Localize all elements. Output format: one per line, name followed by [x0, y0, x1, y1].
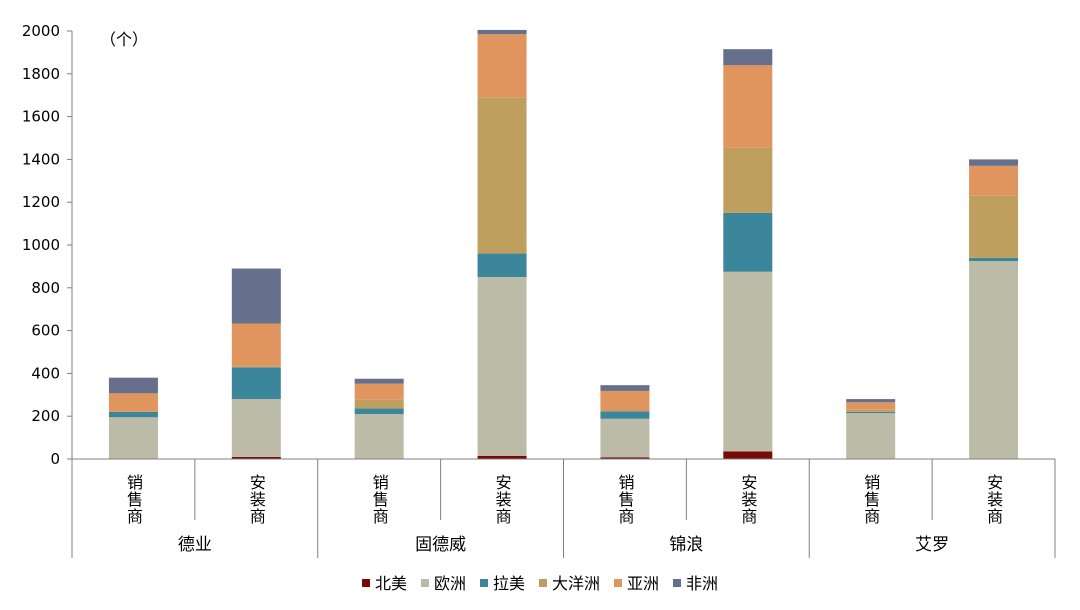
legend-label: 大洋洲 — [552, 574, 600, 593]
bar-segment — [477, 455, 527, 459]
legend-swatch — [480, 579, 488, 587]
stacked-bar — [600, 385, 650, 459]
legend-item: 亚洲 — [614, 574, 659, 593]
bars — [108, 29, 1019, 459]
x-category-label: 安装商 — [247, 474, 266, 525]
stacked-bar — [723, 49, 773, 459]
stacked-bar — [969, 159, 1019, 459]
bar-segment — [231, 456, 281, 459]
legend-label: 拉美 — [493, 574, 525, 593]
bar-segment — [846, 402, 896, 410]
bar-segment — [969, 165, 1019, 196]
y-tick-label: 2000 — [22, 22, 60, 40]
bar-segment — [354, 408, 404, 415]
x-category-label: 安装商 — [984, 474, 1003, 525]
bar-segment — [846, 399, 896, 403]
legend-item: 拉美 — [480, 574, 525, 593]
legend-label: 非洲 — [686, 574, 718, 593]
bar-segment — [231, 399, 281, 457]
stacked-bar — [846, 399, 896, 459]
y-tick-label: 1200 — [22, 193, 60, 211]
stacked-bar — [477, 29, 527, 459]
y-tick-label: 1800 — [22, 65, 60, 83]
bar-segment — [723, 65, 773, 148]
x-category-label: 安装商 — [493, 474, 512, 525]
bar-segment — [723, 271, 773, 452]
legend-swatch — [362, 579, 370, 587]
x-category-label: 销售商 — [370, 474, 389, 525]
x-group-label: 艾罗 — [915, 535, 949, 555]
y-tick-label: 600 — [31, 322, 60, 340]
bar-segment — [108, 417, 158, 459]
bar-segment — [723, 147, 773, 213]
legend-label: 北美 — [375, 574, 407, 593]
bar-segment — [600, 418, 650, 458]
bar-segment — [477, 253, 527, 278]
bar-segment — [108, 393, 158, 412]
bar-segment — [108, 411, 158, 418]
bar-segment — [354, 378, 404, 384]
bar-segment — [600, 385, 650, 391]
bar-segment — [600, 457, 650, 459]
legend-label: 亚洲 — [627, 574, 659, 593]
bar-segment — [846, 411, 896, 413]
x-group-label: 德业 — [178, 535, 212, 555]
bar-segment — [846, 409, 896, 412]
bar-segment — [354, 414, 404, 459]
x-category-label: 安装商 — [738, 474, 757, 525]
bar-segment — [477, 29, 527, 35]
legend: 北美 欧洲 拉美 大洋洲 亚洲 非洲 — [362, 574, 718, 593]
bar-segment — [477, 34, 527, 98]
bar-segment — [969, 159, 1019, 166]
x-category-label: 销售商 — [124, 474, 143, 525]
legend-swatch — [539, 579, 547, 587]
y-tick-label: 200 — [31, 407, 60, 425]
legend-swatch — [421, 579, 429, 587]
bar-segment — [354, 399, 404, 409]
y-axis: 0 200 400 600 800 1000 1200 1400 1600 1800 2000 — [22, 22, 73, 468]
x-category-label: 销售商 — [861, 474, 880, 525]
bar-segment — [477, 277, 527, 456]
bar-segment — [354, 383, 404, 400]
bar-segment — [231, 366, 281, 368]
legend-item: 欧洲 — [421, 574, 466, 593]
bar-segment — [723, 212, 773, 272]
bar-segment — [231, 268, 281, 324]
x-group-label: 固德威 — [415, 535, 466, 555]
bar-segment — [600, 390, 650, 412]
stacked-bar — [108, 377, 158, 459]
bar-segment — [231, 323, 281, 367]
y-tick-label: 800 — [31, 279, 60, 297]
bar-segment — [108, 377, 158, 394]
x-group-label: 锦浪 — [669, 535, 703, 555]
legend-item: 非洲 — [673, 574, 718, 593]
y-tick-label: 0 — [50, 450, 60, 468]
legend-item: 大洋洲 — [539, 574, 600, 593]
legend-swatch — [673, 579, 681, 587]
unit-label: （个） — [100, 30, 148, 49]
legend-label: 欧洲 — [434, 574, 466, 593]
stacked-bar — [354, 378, 404, 459]
legend-swatch — [614, 579, 622, 587]
bar-segment — [723, 49, 773, 66]
bar-segment — [969, 257, 1019, 262]
bar-segment — [723, 451, 773, 459]
bar-segment — [969, 195, 1019, 258]
bar-segment — [846, 412, 896, 459]
bar-segment — [231, 367, 281, 400]
y-tick-label: 1000 — [22, 236, 60, 254]
x-category-label: 销售商 — [615, 474, 634, 525]
stacked-bar — [231, 268, 281, 459]
legend-item: 北美 — [362, 574, 407, 593]
bar-segment — [477, 97, 527, 254]
bar-segment — [600, 411, 650, 419]
y-tick-label: 1600 — [22, 108, 60, 126]
y-tick-label: 400 — [31, 364, 60, 382]
y-tick-label: 1400 — [22, 150, 60, 168]
bar-segment — [969, 261, 1019, 459]
